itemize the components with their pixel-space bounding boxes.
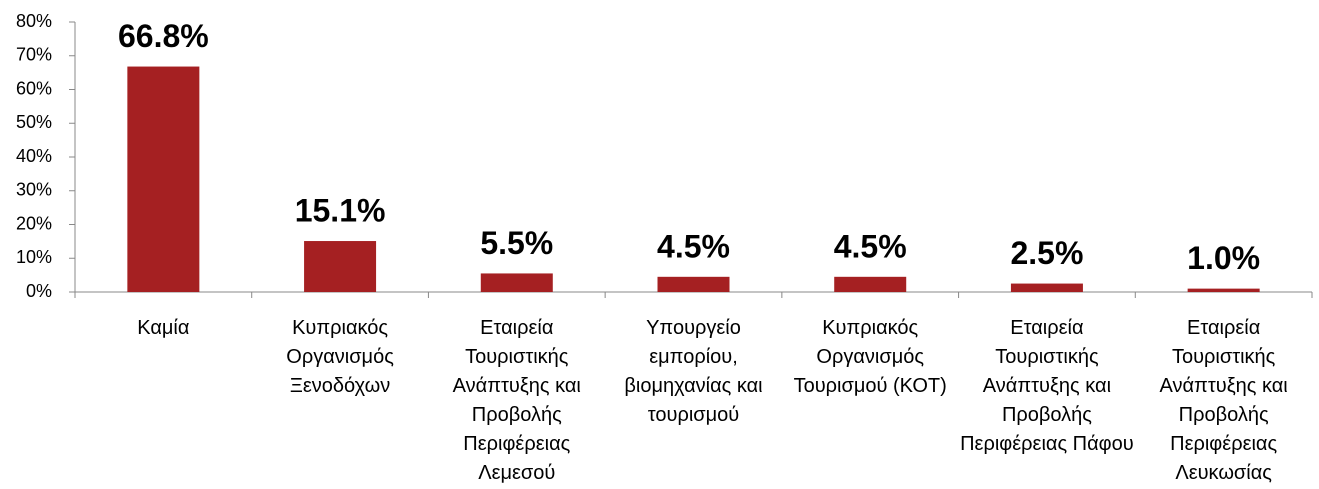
y-tick-label: 40% — [16, 146, 52, 166]
bar — [1010, 283, 1083, 292]
y-tick-label: 50% — [16, 112, 52, 132]
y-tick-label: 10% — [16, 247, 52, 267]
x-tick-label: Κυπριακός Οργανισμός Ξενοδόχων — [286, 317, 394, 397]
value-label: 4.5% — [657, 228, 730, 264]
x-tick-label: Εταιρεία Τουριστικής Ανάπτυξης και Προβο… — [452, 317, 581, 484]
bar — [657, 276, 730, 292]
y-tick-label: 30% — [16, 180, 52, 200]
x-tick-label: Καμία — [137, 317, 190, 339]
x-tick-label: Υπουργείο εμπορίου, βιομηχανίας και τουρ… — [624, 317, 763, 426]
value-label: 2.5% — [1010, 235, 1083, 271]
value-label: 4.5% — [834, 228, 907, 264]
y-tick-label: 80% — [16, 11, 52, 31]
bar — [1187, 288, 1260, 292]
value-label: 5.5% — [480, 225, 553, 261]
y-tick-label: 0% — [26, 281, 52, 301]
y-tick-label: 20% — [16, 213, 52, 233]
x-tick-label: Εταιρεία Τουριστικής Ανάπτυξης και Προβο… — [1159, 317, 1288, 484]
value-label: 1.0% — [1187, 240, 1260, 276]
bar — [304, 241, 377, 292]
x-tick-label: Εταιρεία Τουριστικής Ανάπτυξης και Προβο… — [960, 317, 1134, 455]
value-label: 66.8% — [118, 18, 209, 54]
x-tick-label: Κυπριακός Οργανισμός Τουρισμού (ΚΟΤ) — [793, 317, 947, 397]
bar — [127, 66, 200, 292]
y-tick-label: 70% — [16, 45, 52, 65]
y-tick-label: 60% — [16, 78, 52, 98]
bar — [834, 276, 907, 292]
bar — [480, 273, 553, 292]
value-label: 15.1% — [295, 192, 386, 228]
